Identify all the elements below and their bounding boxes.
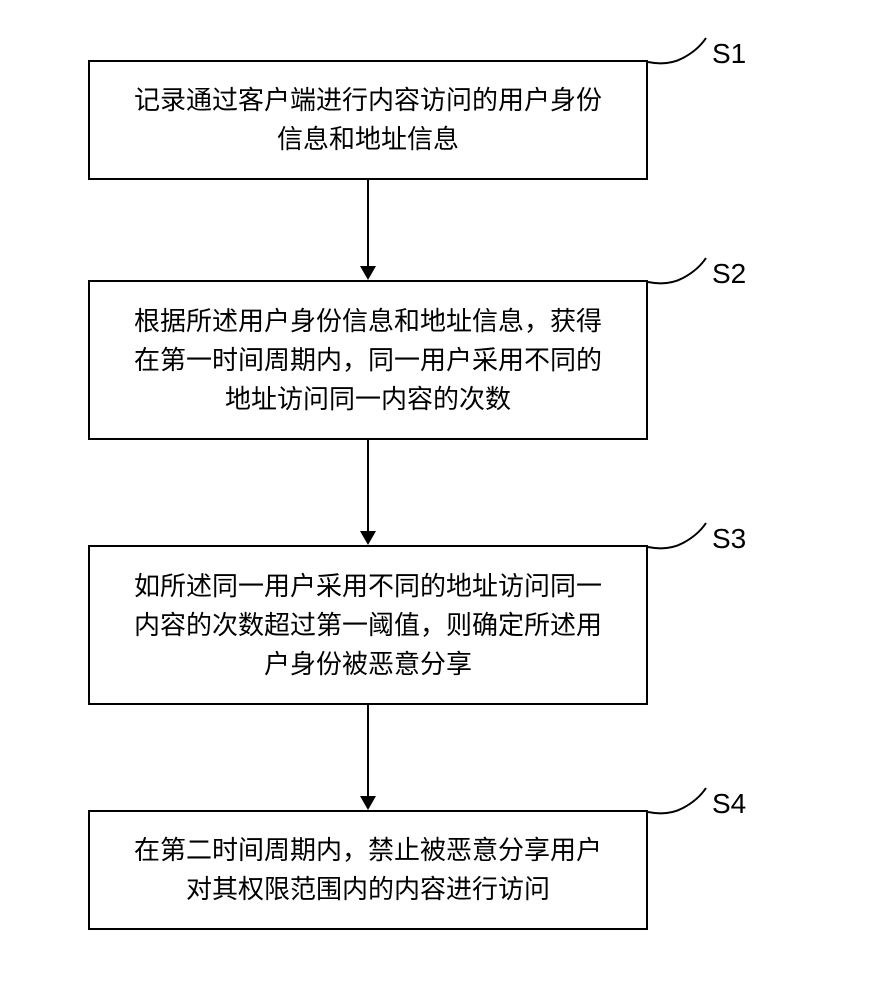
arrow-head-s2-s3 — [360, 531, 376, 545]
arrow-s1-s2 — [367, 180, 369, 266]
connector-curve-s2 — [648, 256, 710, 286]
arrow-s3-s4 — [367, 705, 369, 796]
step-label-s1: S1 — [712, 38, 746, 70]
step-label-s4: S4 — [712, 788, 746, 820]
step-box-s4: 在第二时间周期内，禁止被恶意分享用户 对其权限范围内的内容进行访问 — [88, 810, 648, 930]
step-label-s2: S2 — [712, 258, 746, 290]
step-text-s3: 如所述同一用户采用不同的地址访问同一 内容的次数超过第一阈值，则确定所述用 户身… — [134, 567, 602, 684]
step-box-s2: 根据所述用户身份信息和地址信息，获得 在第一时间周期内，同一用户采用不同的 地址… — [88, 280, 648, 440]
connector-curve-s1 — [648, 36, 710, 66]
connector-curve-s4 — [648, 786, 710, 816]
arrow-head-s3-s4 — [360, 796, 376, 810]
step-text-s2: 根据所述用户身份信息和地址信息，获得 在第一时间周期内，同一用户采用不同的 地址… — [134, 302, 602, 419]
arrow-head-s1-s2 — [360, 266, 376, 280]
step-box-s3: 如所述同一用户采用不同的地址访问同一 内容的次数超过第一阈值，则确定所述用 户身… — [88, 545, 648, 705]
step-text-s1: 记录通过客户端进行内容访问的用户身份 信息和地址信息 — [134, 81, 602, 159]
connector-curve-s3 — [648, 521, 710, 551]
step-label-s3: S3 — [712, 523, 746, 555]
arrow-s2-s3 — [367, 440, 369, 531]
flowchart-container: 记录通过客户端进行内容访问的用户身份 信息和地址信息 S1 根据所述用户身份信息… — [0, 0, 870, 1000]
step-box-s1: 记录通过客户端进行内容访问的用户身份 信息和地址信息 — [88, 60, 648, 180]
step-text-s4: 在第二时间周期内，禁止被恶意分享用户 对其权限范围内的内容进行访问 — [134, 831, 602, 909]
